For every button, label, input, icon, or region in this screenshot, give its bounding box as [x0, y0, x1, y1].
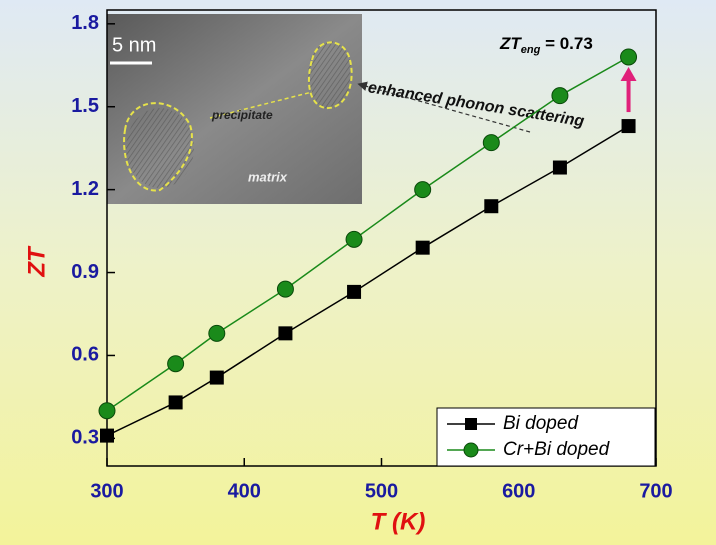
- x-tick-label: 600: [502, 480, 535, 502]
- legend-marker: [463, 442, 479, 458]
- marker: [168, 395, 183, 410]
- legend: Bi doped Cr+Bi doped: [436, 407, 656, 467]
- x-tick-label: 400: [228, 480, 261, 502]
- marker: [100, 428, 114, 443]
- x-tick-label: 500: [365, 480, 398, 502]
- marker: [276, 280, 294, 298]
- marker: [167, 355, 185, 373]
- improvement-arrowhead: [620, 66, 637, 81]
- y-tick-label: 0.6: [71, 344, 99, 366]
- marker: [347, 284, 362, 299]
- matrix-label: matrix: [248, 169, 288, 184]
- marker: [98, 402, 116, 420]
- marker: [208, 324, 226, 342]
- annotation-arrow: [357, 81, 531, 133]
- y-tick-label: 1.5: [71, 95, 99, 117]
- marker: [552, 160, 567, 175]
- y-tick-label: 1.8: [71, 12, 99, 34]
- legend-marker: [465, 418, 477, 430]
- scale-bar-label: 5 nm: [112, 34, 156, 56]
- marker: [484, 199, 499, 214]
- marker: [482, 134, 500, 152]
- zt-value: = 0.73: [540, 34, 592, 53]
- marker: [620, 48, 638, 66]
- x-tick-label: 700: [639, 480, 672, 502]
- marker: [415, 240, 430, 255]
- zt-sub: eng: [521, 44, 541, 56]
- tem-inset: 5 nm precipitate matrix: [107, 14, 362, 204]
- y-axis-label: ZT: [23, 245, 50, 278]
- x-axis-label: T (K): [371, 508, 426, 535]
- marker: [551, 87, 569, 105]
- zt-eng-annotation: ZTeng = 0.73: [499, 34, 593, 55]
- y-tick-label: 0.9: [71, 261, 99, 283]
- marker: [209, 370, 224, 385]
- marker: [345, 230, 363, 248]
- legend-label: Bi doped: [503, 413, 579, 434]
- y-tick-label: 0.3: [71, 427, 99, 449]
- legend-label: Cr+Bi doped: [503, 439, 611, 460]
- zt-text: ZT: [499, 34, 522, 53]
- marker: [621, 119, 636, 134]
- precipitate-label: precipitate: [211, 108, 273, 122]
- y-tick-label: 1.2: [71, 178, 99, 200]
- marker: [278, 326, 293, 341]
- marker: [414, 181, 432, 199]
- x-tick-label: 300: [90, 480, 123, 502]
